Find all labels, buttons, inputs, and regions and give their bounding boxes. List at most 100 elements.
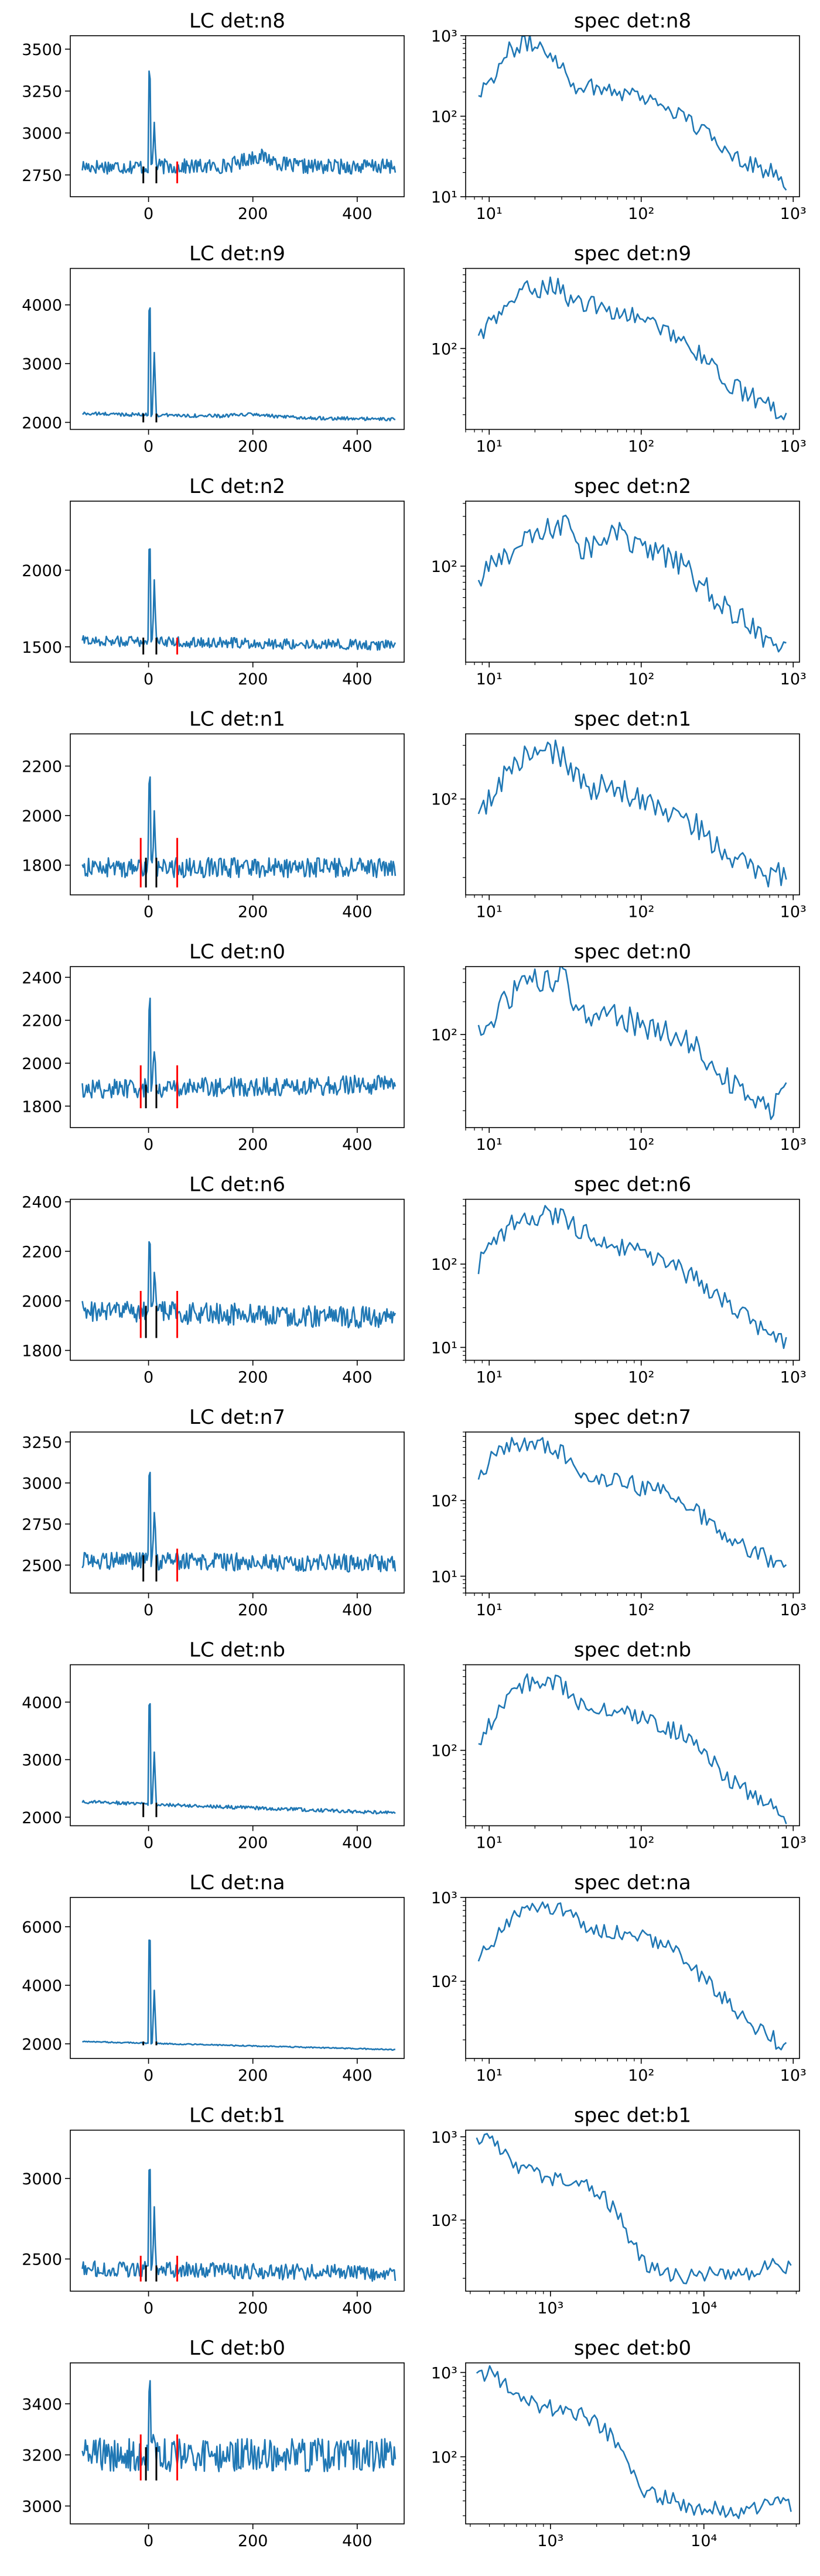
x-tick-label: 400 bbox=[342, 670, 373, 688]
x-tick-label: 400 bbox=[342, 2067, 373, 2085]
x-tick-label: 10² bbox=[628, 1369, 654, 1387]
x-tick-label: 10² bbox=[628, 1834, 654, 1852]
panel-title: LC det:n7 bbox=[189, 1406, 285, 1429]
panel-lc-n2: LC det:n2 0 200 400 1500 2000 bbox=[22, 475, 405, 688]
x-tick-label: 10¹ bbox=[476, 1601, 503, 1619]
x-tick-label: 10² bbox=[628, 1601, 654, 1619]
panel-lc-nb: LC det:nb 0 200 400 2000 3000 4000 bbox=[22, 1639, 405, 1852]
axes-frame bbox=[465, 2362, 800, 2524]
x-tick-label: 10¹ bbox=[476, 438, 503, 456]
x-tick-label: 10² bbox=[628, 205, 654, 223]
axes-frame bbox=[465, 268, 800, 430]
y-tick-label: 10² bbox=[431, 340, 457, 358]
series-line bbox=[477, 1901, 787, 2051]
series-line bbox=[476, 2133, 792, 2284]
axes-frame bbox=[70, 1897, 405, 2059]
panel-spec-na: spec det:na 10¹ 10² 10³ 10² 10³ bbox=[431, 1871, 807, 2085]
y-tick-label: 2200 bbox=[22, 1243, 62, 1261]
y-tick-label: 3000 bbox=[22, 125, 62, 143]
series-line bbox=[477, 1205, 787, 1349]
y-tick-label: 10² bbox=[431, 2448, 457, 2467]
series-line bbox=[81, 1703, 396, 1815]
y-tick-label: 10³ bbox=[431, 2129, 457, 2147]
panel-title: LC det:n9 bbox=[189, 242, 285, 266]
panel-spec-n9: spec det:n9 10¹ 10² 10³ 10² bbox=[431, 242, 807, 456]
x-tick-label: 0 bbox=[144, 2300, 153, 2318]
x-tick-label: 200 bbox=[238, 903, 268, 922]
x-tick-label: 10¹ bbox=[476, 2067, 503, 2085]
axes-frame bbox=[70, 1431, 405, 1594]
y-tick-label: 10² bbox=[431, 1742, 457, 1760]
panel-spec-n6: spec det:n6 10¹ 10² 10³ 10¹ 10² bbox=[431, 1173, 807, 1387]
x-tick-label: 10² bbox=[628, 903, 654, 922]
series-line bbox=[81, 70, 397, 175]
y-tick-label: 2000 bbox=[22, 1293, 62, 1311]
x-tick-label: 0 bbox=[144, 903, 153, 922]
y-tick-label: 10² bbox=[431, 791, 457, 809]
x-tick-label: 10² bbox=[628, 670, 654, 688]
x-tick-label: 400 bbox=[342, 205, 373, 223]
x-tick-label: 10¹ bbox=[476, 1369, 503, 1387]
axes-frame bbox=[70, 966, 405, 1128]
panel-spec-n8: spec det:n8 10¹ 10² 10³ 10¹ 10² 10³ bbox=[431, 9, 807, 223]
x-tick-label: 10³ bbox=[780, 1369, 807, 1387]
y-tick-label: 3000 bbox=[22, 2170, 62, 2188]
y-tick-label: 2400 bbox=[22, 1194, 62, 1212]
x-tick-label: 0 bbox=[144, 670, 153, 688]
y-tick-label: 2500 bbox=[22, 2251, 62, 2269]
y-tick-label: 10² bbox=[431, 1256, 457, 1274]
series-line bbox=[81, 2169, 397, 2282]
x-tick-label: 0 bbox=[144, 438, 153, 456]
panel-lc-n1: LC det:n1 0 200 400 1800 2000 2200 bbox=[22, 708, 405, 922]
y-tick-label: 10² bbox=[431, 2212, 457, 2230]
panel-lc-b0: LC det:b0 0 200 400 3000 3200 3400 bbox=[22, 2337, 405, 2550]
panel-title: spec det:n1 bbox=[574, 708, 691, 731]
x-tick-label: 200 bbox=[238, 1834, 268, 1852]
y-tick-label: 1500 bbox=[22, 639, 62, 657]
series-line bbox=[82, 1939, 395, 2051]
x-tick-label: 200 bbox=[238, 1601, 268, 1619]
panel-title: spec det:n6 bbox=[574, 1173, 691, 1197]
y-tick-label: 10² bbox=[431, 1973, 457, 1991]
x-tick-label: 10³ bbox=[537, 2532, 563, 2550]
panel-title: LC det:n1 bbox=[189, 708, 285, 731]
x-tick-label: 10¹ bbox=[476, 1834, 503, 1852]
panel-title: LC det:b1 bbox=[189, 2104, 285, 2128]
series-line bbox=[81, 548, 397, 651]
x-tick-label: 10² bbox=[628, 2067, 654, 2085]
x-tick-label: 200 bbox=[238, 1136, 268, 1154]
y-tick-label: 10¹ bbox=[431, 1339, 457, 1357]
series-line bbox=[82, 307, 396, 422]
axes-frame bbox=[465, 2129, 800, 2292]
y-tick-label: 2500 bbox=[22, 1557, 62, 1575]
x-tick-label: 10³ bbox=[780, 903, 807, 922]
y-tick-label: 2200 bbox=[22, 758, 62, 776]
x-tick-label: 400 bbox=[342, 2532, 373, 2550]
x-tick-label: 400 bbox=[342, 1834, 373, 1852]
y-tick-label: 10³ bbox=[431, 28, 457, 46]
panel-title: spec det:n9 bbox=[574, 242, 691, 266]
axes-frame bbox=[465, 35, 800, 197]
axes-frame bbox=[70, 733, 405, 896]
x-tick-label: 10² bbox=[628, 438, 654, 456]
axes-frame bbox=[70, 1198, 405, 1361]
panel-title: LC det:n2 bbox=[189, 475, 285, 498]
y-tick-label: 3250 bbox=[22, 1434, 62, 1452]
y-tick-label: 3000 bbox=[22, 1752, 62, 1770]
y-tick-label: 1800 bbox=[22, 1342, 62, 1361]
x-tick-label: 10⁴ bbox=[691, 2300, 717, 2318]
y-tick-label: 10² bbox=[431, 108, 457, 126]
y-tick-label: 2200 bbox=[22, 1012, 62, 1030]
series-line bbox=[477, 515, 787, 653]
panel-lc-na: LC det:na 0 200 400 2000 4000 6000 bbox=[22, 1871, 405, 2085]
axes-frame bbox=[465, 1431, 800, 1594]
panel-title: LC det:n0 bbox=[189, 940, 285, 964]
x-tick-label: 200 bbox=[238, 205, 268, 223]
x-tick-label: 10² bbox=[628, 1136, 654, 1154]
panel-title: LC det:n6 bbox=[189, 1173, 285, 1197]
panel-title: spec det:n2 bbox=[574, 475, 691, 498]
y-tick-label: 10³ bbox=[431, 2364, 457, 2382]
x-tick-label: 400 bbox=[342, 2300, 373, 2318]
x-tick-label: 0 bbox=[144, 2067, 153, 2085]
y-tick-label: 10² bbox=[431, 1492, 457, 1510]
